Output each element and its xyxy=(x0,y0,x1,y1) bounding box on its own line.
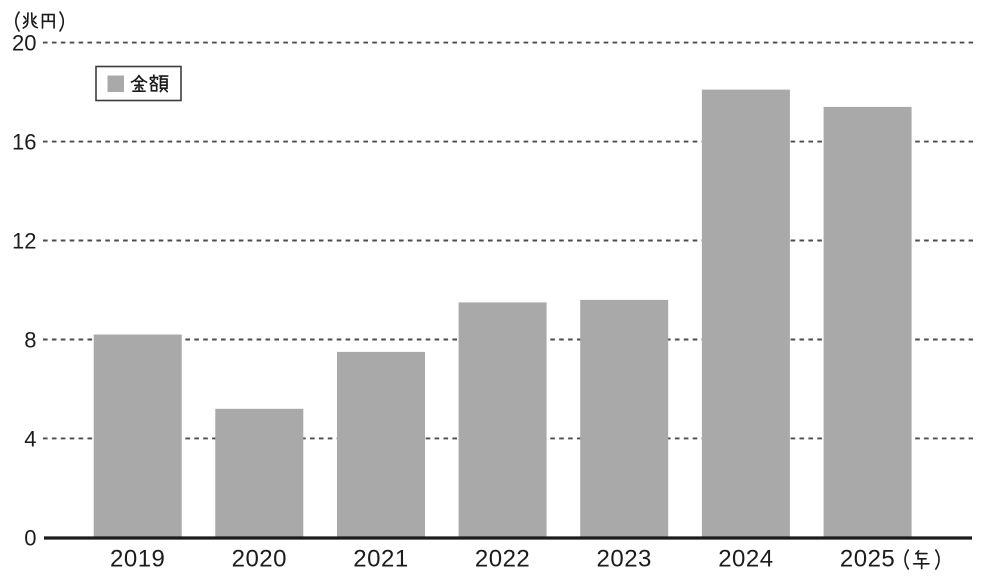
svg-text:2019: 2019 xyxy=(110,546,165,573)
svg-text:2020: 2020 xyxy=(232,546,287,573)
svg-text:20: 20 xyxy=(12,31,36,56)
svg-text:2024: 2024 xyxy=(718,546,773,573)
svg-text:2022: 2022 xyxy=(475,546,530,573)
svg-text:4: 4 xyxy=(24,426,36,451)
svg-text:2023: 2023 xyxy=(597,546,652,573)
svg-text:12: 12 xyxy=(12,228,36,253)
svg-text:0: 0 xyxy=(24,525,36,550)
svg-text:2021: 2021 xyxy=(353,546,408,573)
svg-text:8: 8 xyxy=(24,327,36,352)
svg-text:16: 16 xyxy=(12,130,36,155)
svg-text:2025: 2025 xyxy=(840,546,895,573)
